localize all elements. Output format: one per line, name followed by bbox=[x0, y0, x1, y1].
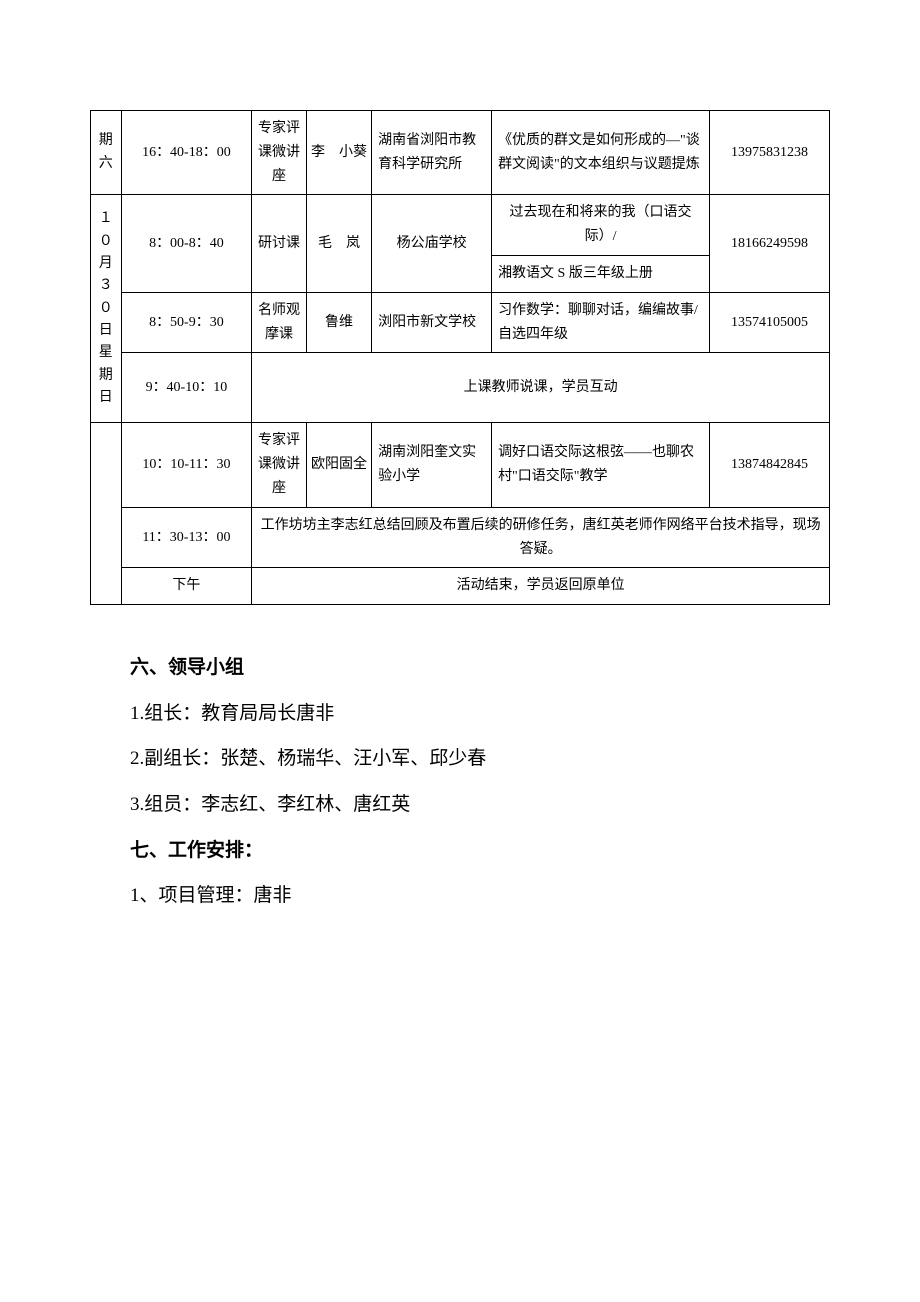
table-row: 期六 16：40-18：00 专家评课微讲座 李 小葵 湖南省浏阳市教育科学研究… bbox=[91, 111, 830, 195]
merged-cell: 工作坊坊主李志红总结回顾及布置后续的研修任务，唐红英老师作网络平台技术指导，现场… bbox=[252, 507, 830, 568]
type-cell: 研讨课 bbox=[252, 195, 306, 292]
time-cell: 8：00-8：40 bbox=[121, 195, 252, 292]
time-cell: 16：40-18：00 bbox=[121, 111, 252, 195]
org-cell: 杨公庙学校 bbox=[372, 195, 492, 292]
phone-cell: 13975831238 bbox=[710, 111, 830, 195]
table-row: 11：30-13：00 工作坊坊主李志红总结回顾及布置后续的研修任务，唐红英老师… bbox=[91, 507, 830, 568]
schedule-table: 期六 16：40-18：00 专家评课微讲座 李 小葵 湖南省浏阳市教育科学研究… bbox=[90, 110, 830, 605]
section-6-line-2: 2.副组长：张楚、杨瑞华、汪小军、邱少春 bbox=[90, 736, 830, 782]
date-cell-empty bbox=[91, 423, 122, 605]
phone-cell: 13874842845 bbox=[710, 423, 830, 507]
name-cell: 李 小葵 bbox=[306, 111, 371, 195]
type-cell: 专家评课微讲座 bbox=[252, 423, 306, 507]
phone-cell: 13574105005 bbox=[710, 292, 830, 353]
org-cell: 湖南浏阳奎文实验小学 bbox=[372, 423, 492, 507]
merged-cell: 上课教师说课，学员互动 bbox=[252, 353, 830, 423]
name-cell: 欧阳固全 bbox=[306, 423, 371, 507]
section-6-title: 六、领导小组 bbox=[90, 645, 830, 691]
table-row: 下午 活动结束，学员返回原单位 bbox=[91, 568, 830, 605]
topic-cell: 调好口语交际这根弦——也聊农村"口语交际"教学 bbox=[492, 423, 710, 507]
time-cell: 下午 bbox=[121, 568, 252, 605]
merged-cell: 活动结束，学员返回原单位 bbox=[252, 568, 830, 605]
time-cell: 10：10-11：30 bbox=[121, 423, 252, 507]
org-cell: 浏阳市新文学校 bbox=[372, 292, 492, 353]
topic-cell: 习作数学：聊聊对话，编编故事/自选四年级 bbox=[492, 292, 710, 353]
date-cell: １０月３０日星期日 bbox=[91, 195, 122, 423]
date-text: 期六 bbox=[93, 130, 119, 175]
section-6-line-3: 3.组员：李志红、李红林、唐红英 bbox=[90, 782, 830, 828]
section-7-line-1: 1、项目管理：唐非 bbox=[90, 873, 830, 919]
table-row: 8：50-9：30 名师观摩课 鲁维 浏阳市新文学校 习作数学：聊聊对话，编编故… bbox=[91, 292, 830, 353]
name-cell: 鲁维 bbox=[306, 292, 371, 353]
section-6-line-1: 1.组长：教育局局长唐非 bbox=[90, 691, 830, 737]
time-cell: 9：40-10：10 bbox=[121, 353, 252, 423]
topic-cell-top: 过去现在和将来的我（口语交际）/ bbox=[492, 195, 710, 256]
topic-cell: 《优质的群文是如何形成的—"谈群文阅读"的文本组织与议题提炼 bbox=[492, 111, 710, 195]
section-7-title: 七、工作安排： bbox=[90, 828, 830, 874]
date-text: １０月３０日星期日 bbox=[93, 208, 119, 410]
time-cell: 11：30-13：00 bbox=[121, 507, 252, 568]
table-row: 9：40-10：10 上课教师说课，学员互动 bbox=[91, 353, 830, 423]
type-cell: 专家评课微讲座 bbox=[252, 111, 306, 195]
table-row: 10：10-11：30 专家评课微讲座 欧阳固全 湖南浏阳奎文实验小学 调好口语… bbox=[91, 423, 830, 507]
name-cell: 毛 岚 bbox=[306, 195, 371, 292]
time-cell: 8：50-9：30 bbox=[121, 292, 252, 353]
type-cell: 名师观摩课 bbox=[252, 292, 306, 353]
org-cell: 湖南省浏阳市教育科学研究所 bbox=[372, 111, 492, 195]
phone-cell: 18166249598 bbox=[710, 195, 830, 292]
topic-cell-bottom: 湘教语文 S 版三年级上册 bbox=[492, 255, 710, 292]
date-cell: 期六 bbox=[91, 111, 122, 195]
table-row: １０月３０日星期日 8：00-8：40 研讨课 毛 岚 杨公庙学校 过去现在和将… bbox=[91, 195, 830, 256]
